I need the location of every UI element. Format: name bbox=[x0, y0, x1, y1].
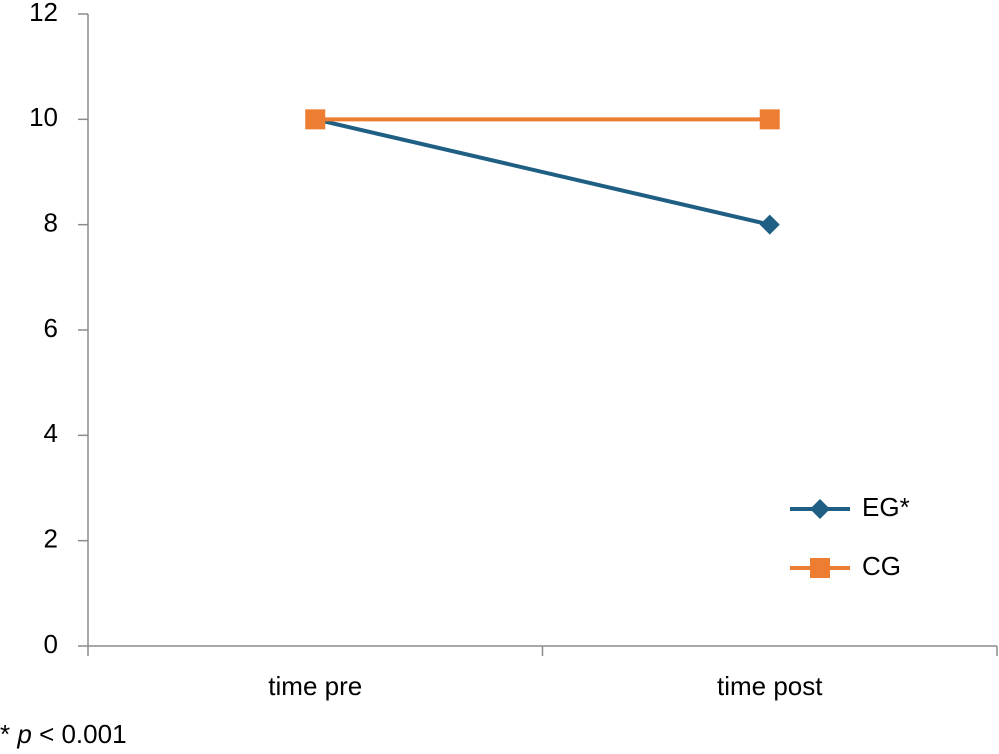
y-tick-label: 6 bbox=[44, 313, 58, 343]
legend-label: CG bbox=[862, 551, 901, 581]
point-marker bbox=[305, 109, 326, 130]
y-tick-label: 8 bbox=[44, 208, 58, 238]
legend-label: EG* bbox=[862, 492, 910, 522]
point-marker bbox=[759, 109, 780, 130]
footnote-value: < 0.001 bbox=[39, 719, 126, 749]
footnote-star: * bbox=[0, 719, 10, 749]
x-tick-label: time post bbox=[717, 671, 823, 701]
y-tick-label: 2 bbox=[44, 524, 58, 554]
point-marker bbox=[759, 214, 780, 235]
series-line bbox=[314, 117, 771, 227]
y-tick-label: 4 bbox=[44, 418, 58, 448]
footnote-p: p bbox=[16, 719, 31, 749]
y-tick-label: 0 bbox=[44, 629, 58, 659]
y-tick-label: 12 bbox=[29, 0, 58, 27]
footnote: * p < 0.001 bbox=[0, 719, 127, 749]
y-tick-label: 10 bbox=[29, 102, 58, 132]
x-tick-label: time pre bbox=[268, 671, 362, 701]
legend-marker bbox=[810, 558, 830, 578]
legend-marker bbox=[810, 499, 830, 519]
